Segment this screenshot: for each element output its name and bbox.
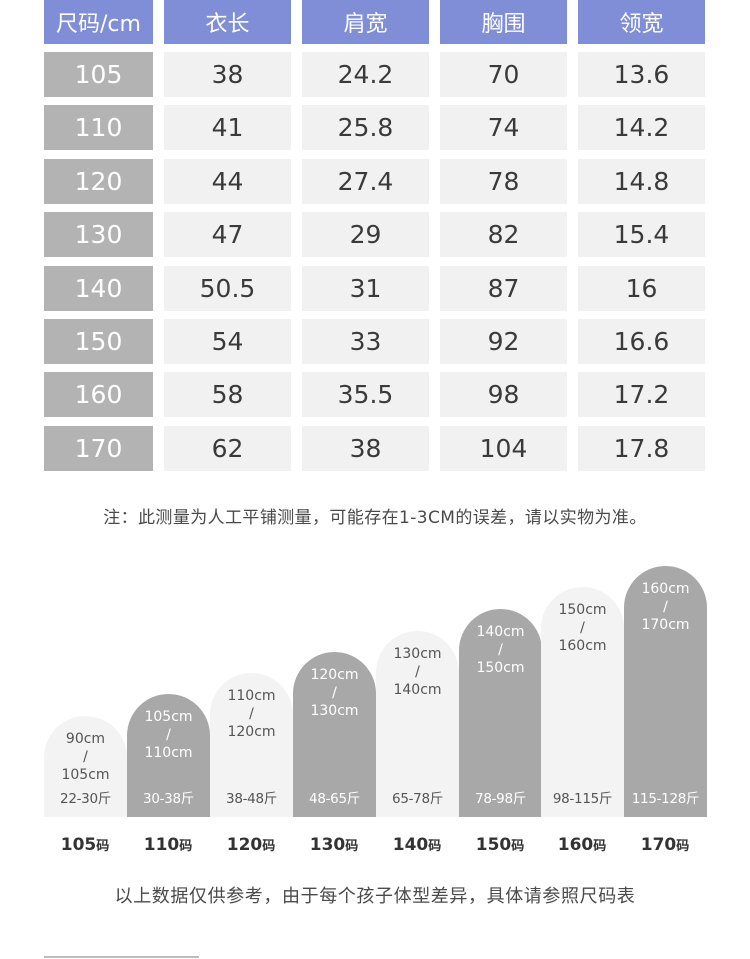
size-bar: 130cm / 140cm 65-78斤 bbox=[376, 631, 459, 817]
table-value-cell: 92 bbox=[440, 319, 567, 364]
size-number: 105 bbox=[60, 835, 97, 855]
table-value-cell: 74 bbox=[440, 105, 567, 150]
size-number: 120 bbox=[226, 835, 263, 855]
bar-weight-range: 38-48斤 bbox=[226, 791, 277, 807]
table-size-cell: 130 bbox=[44, 212, 153, 257]
size-unit: 码 bbox=[428, 839, 442, 854]
size-unit: 码 bbox=[345, 839, 359, 854]
table-value-cell: 38 bbox=[302, 426, 429, 471]
table-value-cell: 17.8 bbox=[578, 426, 705, 471]
table-value-cell: 54 bbox=[164, 319, 291, 364]
table-value-cell: 31 bbox=[302, 266, 429, 311]
table-size-cell: 170 bbox=[44, 426, 153, 471]
size-label: 150码 bbox=[459, 835, 541, 855]
table-value-cell: 58 bbox=[164, 372, 291, 417]
size-number: 130 bbox=[309, 835, 346, 855]
size-bar: 110cm / 120cm 38-48斤 bbox=[210, 673, 293, 817]
bar-height-range: 160cm / 170cm bbox=[641, 581, 690, 633]
bar-height-range: 90cm / 105cm bbox=[61, 731, 110, 783]
table-value-cell: 27.4 bbox=[302, 159, 429, 204]
size-label: 170码 bbox=[624, 835, 706, 855]
size-unit: 码 bbox=[262, 839, 276, 854]
table-size-cell: 150 bbox=[44, 319, 153, 364]
table-size-cell: 120 bbox=[44, 159, 153, 204]
table-header-cell: 胸围 bbox=[440, 0, 567, 44]
table-value-cell: 14.8 bbox=[578, 159, 705, 204]
bar-height-range: 120cm / 130cm bbox=[310, 667, 359, 719]
bar-weight-range: 115-128斤 bbox=[631, 791, 700, 807]
size-number: 150 bbox=[475, 835, 512, 855]
size-bar: 120cm / 130cm 48-65斤 bbox=[293, 652, 376, 817]
table-value-cell: 62 bbox=[164, 426, 291, 471]
bar-height-range: 140cm / 150cm bbox=[476, 624, 525, 676]
table-value-cell: 16 bbox=[578, 266, 705, 311]
size-label: 160码 bbox=[541, 835, 623, 855]
table-value-cell: 16.6 bbox=[578, 319, 705, 364]
table-value-cell: 35.5 bbox=[302, 372, 429, 417]
bar-weight-range: 98-115斤 bbox=[552, 791, 613, 807]
table-value-cell: 25.8 bbox=[302, 105, 429, 150]
size-unit: 码 bbox=[511, 839, 525, 854]
size-number: 110 bbox=[143, 835, 180, 855]
table-value-cell: 14.2 bbox=[578, 105, 705, 150]
table-value-cell: 17.2 bbox=[578, 372, 705, 417]
table-value-cell: 29 bbox=[302, 212, 429, 257]
table-size-cell: 140 bbox=[44, 266, 153, 311]
size-number: 140 bbox=[392, 835, 429, 855]
table-value-cell: 47 bbox=[164, 212, 291, 257]
bar-height-range: 110cm / 120cm bbox=[227, 688, 276, 740]
size-unit: 码 bbox=[593, 839, 607, 854]
size-bar: 160cm / 170cm 115-128斤 bbox=[624, 566, 707, 817]
table-size-cell: 105 bbox=[44, 52, 153, 97]
size-bar: 140cm / 150cm 78-98斤 bbox=[459, 609, 542, 817]
table-header-cell: 衣长 bbox=[164, 0, 291, 44]
table-value-cell: 24.2 bbox=[302, 52, 429, 97]
bar-weight-range: 30-38斤 bbox=[143, 791, 194, 807]
table-value-cell: 13.6 bbox=[578, 52, 705, 97]
size-number: 170 bbox=[640, 835, 677, 855]
table-value-cell: 33 bbox=[302, 319, 429, 364]
bar-height-range: 130cm / 140cm bbox=[393, 646, 442, 698]
table-value-cell: 38 bbox=[164, 52, 291, 97]
size-label: 120码 bbox=[210, 835, 292, 855]
table-value-cell: 50.5 bbox=[164, 266, 291, 311]
size-unit: 码 bbox=[179, 839, 193, 854]
table-value-cell: 78 bbox=[440, 159, 567, 204]
table-value-cell: 70 bbox=[440, 52, 567, 97]
size-unit: 码 bbox=[676, 839, 690, 854]
table-size-cell: 160 bbox=[44, 372, 153, 417]
table-value-cell: 87 bbox=[440, 266, 567, 311]
bar-weight-range: 65-78斤 bbox=[392, 791, 443, 807]
table-header-cell: 肩宽 bbox=[302, 0, 429, 44]
table-value-cell: 104 bbox=[440, 426, 567, 471]
table-header-cell: 尺码/cm bbox=[44, 0, 153, 44]
size-bar: 150cm / 160cm 98-115斤 bbox=[541, 587, 624, 817]
size-label: 105码 bbox=[44, 835, 126, 855]
table-size-cell: 110 bbox=[44, 105, 153, 150]
table-header-cell: 领宽 bbox=[578, 0, 705, 44]
size-unit: 码 bbox=[96, 839, 110, 854]
footer-disclaimer: 以上数据仅供参考，由于每个孩子体型差异，具体请参照尺码表 bbox=[114, 886, 636, 907]
table-value-cell: 98 bbox=[440, 372, 567, 417]
bar-height-range: 150cm / 160cm bbox=[558, 602, 607, 654]
bar-weight-range: 48-65斤 bbox=[309, 791, 360, 807]
measurement-note: 注：此测量为人工平铺测量，可能存在1-3CM的误差，请以实物为准。 bbox=[103, 508, 647, 528]
size-number: 160 bbox=[557, 835, 594, 855]
bar-weight-range: 22-30斤 bbox=[60, 791, 111, 807]
table-value-cell: 82 bbox=[440, 212, 567, 257]
size-label: 110码 bbox=[127, 835, 209, 855]
table-value-cell: 44 bbox=[164, 159, 291, 204]
footer-divider bbox=[44, 956, 199, 958]
table-value-cell: 41 bbox=[164, 105, 291, 150]
size-label: 130码 bbox=[293, 835, 375, 855]
bar-height-range: 105cm / 110cm bbox=[144, 709, 193, 761]
bar-weight-range: 78-98斤 bbox=[475, 791, 526, 807]
size-bar: 105cm / 110cm 30-38斤 bbox=[127, 694, 210, 817]
size-label: 140码 bbox=[376, 835, 458, 855]
table-value-cell: 15.4 bbox=[578, 212, 705, 257]
size-bar: 90cm / 105cm 22-30斤 bbox=[44, 716, 127, 817]
